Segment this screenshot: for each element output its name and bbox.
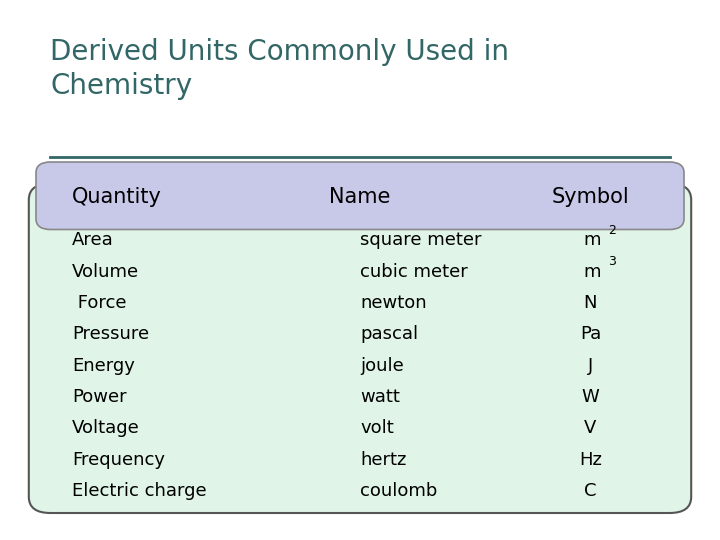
Text: Voltage: Voltage [72, 419, 140, 437]
Text: Pa: Pa [580, 325, 601, 343]
Text: Power: Power [72, 388, 127, 406]
Text: coulomb: coulomb [360, 482, 437, 500]
Text: Quantity: Quantity [72, 187, 162, 207]
Text: pascal: pascal [360, 325, 418, 343]
Text: m: m [583, 262, 600, 281]
Text: Volume: Volume [72, 262, 139, 281]
Text: joule: joule [360, 356, 404, 375]
Text: 3: 3 [608, 255, 616, 268]
Text: Area: Area [72, 231, 114, 249]
Text: Derived Units Commonly Used in
Chemistry: Derived Units Commonly Used in Chemistry [50, 38, 510, 100]
Text: C: C [584, 482, 597, 500]
Text: Symbol: Symbol [552, 187, 629, 207]
Text: J: J [588, 356, 593, 375]
Text: Name: Name [329, 187, 391, 207]
Text: V: V [584, 419, 597, 437]
Text: Frequency: Frequency [72, 450, 165, 469]
Text: W: W [582, 388, 599, 406]
FancyBboxPatch shape [36, 162, 684, 230]
Text: 2: 2 [608, 224, 616, 237]
FancyBboxPatch shape [29, 184, 691, 513]
Text: Hz: Hz [579, 450, 602, 469]
Text: Pressure: Pressure [72, 325, 149, 343]
Text: N: N [584, 294, 597, 312]
Text: m: m [583, 231, 600, 249]
Text: Energy: Energy [72, 356, 135, 375]
Text: cubic meter: cubic meter [360, 262, 468, 281]
Text: watt: watt [360, 388, 400, 406]
Text: square meter: square meter [360, 231, 482, 249]
Text: Electric charge: Electric charge [72, 482, 207, 500]
Text: hertz: hertz [360, 450, 406, 469]
Text: newton: newton [360, 294, 427, 312]
Text: Force: Force [72, 294, 127, 312]
Text: volt: volt [360, 419, 394, 437]
